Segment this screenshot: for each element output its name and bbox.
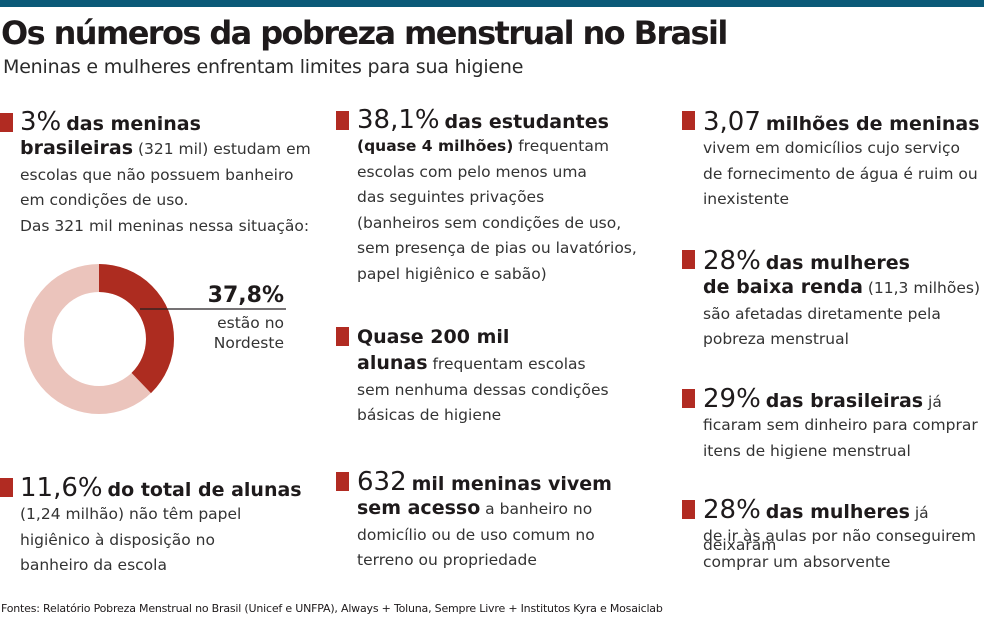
bullet-marker	[0, 478, 13, 497]
stat-text: (11,3 milhões)	[862, 279, 981, 297]
bullet-marker	[336, 327, 349, 346]
stat-text: (1,24 milhão) não têm papel	[20, 505, 242, 523]
stat-headline-bold: sem acesso	[357, 497, 481, 519]
stat-text: básicas de higiene	[357, 406, 502, 424]
stat-text: de fornecimento de água é ruim ou	[703, 164, 978, 183]
stat-text: inexistente	[703, 190, 789, 208]
stat-value: 632	[357, 467, 407, 497]
stat-text: ficaram sem dinheiro para comprar	[703, 416, 978, 434]
stat-text: sem nenhuma dessas condições	[357, 380, 609, 399]
stat-text: já	[923, 393, 942, 411]
stat-no-money-hygiene: 29% das brasileiras já ficaram sem dinhe…	[703, 383, 983, 464]
stat-headline: das mulheres	[765, 501, 910, 523]
stat-headline-bold: alunas	[357, 352, 428, 374]
stat-value: 38,1%	[357, 105, 440, 135]
stat-value: 11,6%	[20, 473, 103, 503]
stat-headline-bold: de baixa renda	[703, 276, 863, 298]
stat-value: 29%	[703, 384, 761, 414]
stat-headline: mil meninas vivem	[411, 473, 612, 495]
stat-text: (banheiros sem condições de uso,	[357, 213, 622, 232]
stat-water-service: 3,07 milhões de meninas vivem em domicíl…	[703, 106, 983, 213]
stat-headline: Quase 200 mil	[357, 326, 510, 348]
top-accent-bar	[0, 0, 984, 7]
leader-line	[140, 308, 286, 310]
stat-no-hygiene-conditions: Quase 200 mil alunas frequentam escolas …	[357, 321, 667, 429]
stat-low-income-women: 28% das mulheres de baixa renda (11,3 mi…	[703, 245, 983, 353]
page-title: Os números da pobreza menstrual no Brasi…	[1, 14, 728, 52]
stat-headline: das meninas	[66, 113, 201, 135]
stat-school-bathrooms: 3% das meninas brasileiras (321 mil) est…	[20, 106, 320, 239]
stat-text: já deixaram	[703, 504, 929, 554]
stat-text: vivem em domicílios cujo serviço	[703, 139, 960, 157]
stat-headline: milhões de meninas	[765, 113, 980, 135]
stat-students-deprivations: 38,1% das estudantes (quase 4 milhões) f…	[357, 104, 667, 287]
stat-text: higiênico à disposição no	[20, 530, 215, 549]
bullet-marker	[682, 500, 695, 519]
stat-headline-bold: brasileiras	[20, 137, 134, 159]
stat-text: frequentam	[513, 137, 609, 155]
stat-value: 28%	[703, 246, 761, 276]
stat-text: frequentam escolas	[427, 355, 586, 373]
stat-value: 28%	[703, 495, 761, 525]
donut-label: Nordeste	[213, 334, 284, 352]
sources-footer: Fontes: Relatório Pobreza Menstrual no B…	[1, 602, 663, 615]
stat-text: itens de higiene menstrual	[703, 441, 911, 460]
donut-value: 37,8%	[207, 283, 284, 308]
donut-northeast-segment	[24, 264, 174, 414]
bullet-marker	[336, 472, 349, 491]
stat-missed-classes: 28% das mulheres já deixaram de ir às au…	[703, 494, 984, 575]
stat-text: das seguintes privações	[357, 188, 545, 206]
stat-text: comprar um absorvente	[703, 552, 891, 571]
bullet-marker	[682, 389, 695, 408]
stat-toilet-paper: 11,6% do total de alunas (1,24 milhão) n…	[20, 472, 320, 579]
stat-headline: das estudantes	[444, 111, 609, 133]
stat-text: pobreza menstrual	[703, 330, 849, 348]
donut-chart	[24, 264, 174, 414]
bullet-marker	[336, 111, 349, 130]
stat-text: em condições de uso.	[20, 191, 189, 209]
stat-headline-bold: (quase 4 milhões)	[357, 137, 514, 155]
stat-value: 3%	[20, 107, 62, 137]
stat-text: são afetadas diretamente pela	[703, 304, 941, 323]
page-subtitle: Meninas e mulheres enfrentam limites par…	[3, 56, 524, 78]
stat-text: (321 mil) estudam em	[133, 140, 311, 158]
stat-no-bathroom-access: 632 mil meninas vivem sem acesso a banhe…	[357, 466, 667, 574]
bullet-marker	[682, 250, 695, 269]
stat-text: Das 321 mil meninas nessa situação:	[20, 216, 310, 235]
stat-text: sem presença de pias ou lavatórios,	[357, 239, 637, 257]
stat-text: banheiro da escola	[20, 556, 167, 574]
stat-text: terreno ou propriedade	[357, 551, 537, 569]
stat-headline: do total de alunas	[107, 479, 302, 501]
stat-value: 3,07	[703, 107, 761, 137]
bullet-marker	[0, 113, 13, 132]
stat-text: de ir às aulas por não conseguirem	[703, 527, 976, 545]
stat-text: domicílio ou de uso comum no	[357, 525, 595, 544]
donut-callout: 37,8% estão no Nordeste	[186, 283, 284, 353]
stat-headline: das brasileiras	[765, 390, 924, 412]
stat-text: escolas com pelo menos uma	[357, 162, 587, 181]
stat-text: a banheiro no	[480, 500, 593, 518]
stat-headline: das mulheres	[765, 252, 910, 274]
donut-label: estão no	[217, 314, 284, 332]
stat-text: escolas que não possuem banheiro	[20, 165, 294, 184]
bullet-marker	[682, 111, 695, 130]
stat-text: papel higiênico e sabão)	[357, 264, 547, 283]
